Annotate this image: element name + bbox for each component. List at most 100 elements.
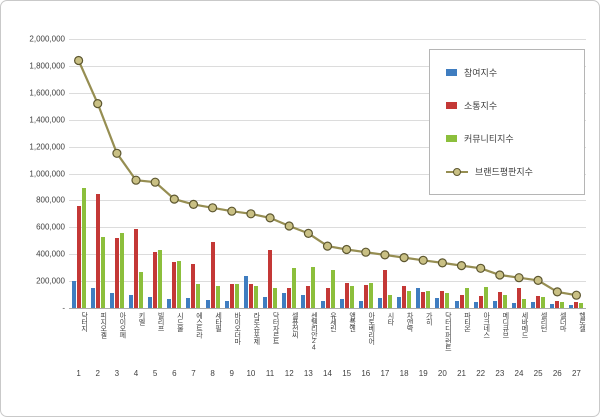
bar-community [368, 283, 373, 308]
rank-label: 4 [133, 369, 139, 378]
bar-participation [550, 303, 555, 308]
bar-communication [536, 295, 541, 308]
bar-participation [109, 293, 114, 308]
category-label: 아이오페 [118, 312, 126, 338]
category-label: 헬로셀 [578, 312, 586, 332]
reputation-marker [150, 177, 160, 187]
rank-label: 26 [552, 369, 562, 378]
category-label: 셀퓨전씨 [291, 312, 299, 338]
bar-community [579, 303, 584, 308]
bar-communication [325, 287, 330, 308]
bar-community [196, 283, 201, 308]
bar-community [311, 266, 316, 308]
bar-communication [440, 291, 445, 308]
reputation-marker [227, 206, 237, 216]
category-label: 아크네스 [482, 312, 490, 338]
rank-label: 6 [172, 369, 177, 378]
reputation-marker [456, 261, 467, 271]
y-tick-label: - [62, 303, 65, 313]
rank-label: 12 [284, 369, 294, 378]
bar-community [349, 285, 354, 308]
category-label: 셀더마 [559, 312, 567, 332]
reputation-marker [437, 258, 447, 268]
bar-communication [421, 291, 426, 308]
line-marker-swatch-icon [446, 167, 468, 176]
bar-participation [416, 288, 421, 308]
bar-participation [377, 297, 382, 308]
rank-label: 23 [495, 369, 505, 378]
bar-community [387, 295, 392, 308]
rank-label: 15 [342, 369, 352, 378]
bar-participation [397, 296, 402, 308]
bar-participation [71, 281, 76, 308]
reputation-marker [552, 287, 562, 297]
bar-participation [454, 300, 459, 308]
category-label: 시타 [386, 312, 394, 325]
rank-label: 9 [229, 369, 234, 378]
bar-community [139, 272, 144, 308]
category-label: 차앤박 [406, 312, 414, 332]
reputation-marker [131, 175, 141, 185]
bar-community [253, 286, 258, 308]
bar-communication [516, 287, 521, 308]
bar-community [407, 290, 412, 308]
bar-community [177, 260, 182, 308]
participation-swatch-icon [446, 69, 457, 76]
reputation-marker [246, 209, 256, 219]
y-tick-label: 1,600,000 [29, 88, 65, 98]
gridline [69, 281, 586, 283]
gridline [69, 200, 586, 202]
community-swatch-icon [446, 135, 457, 142]
reputation-marker [188, 199, 199, 209]
gridline [69, 254, 586, 256]
legend-item: 소통지수 [446, 99, 580, 112]
legend-label: 브랜드평판지수 [475, 167, 533, 177]
rank-label: 8 [210, 369, 215, 378]
category-label: 세타필 [214, 312, 222, 332]
bar-community [521, 299, 526, 308]
category-label: 아토베리어 [367, 312, 375, 345]
bar-communication [363, 285, 368, 308]
category-label: 닥터자르트 [272, 312, 280, 345]
rank-label: 10 [246, 369, 256, 378]
reputation-marker [571, 290, 582, 300]
bar-community [445, 293, 450, 308]
bar-participation [224, 300, 229, 308]
y-tick-label: 400,000 [36, 249, 65, 259]
rank-label: 11 [265, 369, 275, 378]
bar-community [483, 287, 488, 308]
reputation-marker [284, 221, 294, 231]
reputation-marker [342, 244, 352, 255]
bar-community [273, 287, 278, 308]
bar-community [560, 301, 565, 308]
communication-swatch-icon [446, 102, 457, 109]
rank-label: 2 [95, 369, 100, 378]
reputation-marker [476, 263, 486, 273]
rank-label: 25 [533, 369, 543, 378]
reputation-marker [265, 213, 275, 223]
bar-communication [114, 238, 119, 308]
rank-label: 20 [437, 369, 447, 378]
bar-participation [473, 301, 478, 308]
bar-community [158, 250, 163, 308]
y-tick-label: 2,000,000 [29, 34, 65, 44]
category-label: 빌리프 [157, 312, 165, 332]
rank-label: 16 [361, 369, 371, 378]
gridline [69, 227, 586, 229]
reputation-marker [73, 55, 84, 66]
category-label: 닥터지 [80, 312, 88, 332]
bar-community [426, 291, 431, 308]
rank-label: 19 [418, 369, 428, 378]
category-label: 키엘 [138, 312, 146, 325]
rank-label: 7 [191, 369, 196, 378]
category-label: 앰플엔 [348, 312, 356, 332]
legend-label: 커뮤니티지수 [464, 134, 514, 144]
bar-communication [153, 251, 158, 308]
bar-participation [358, 300, 363, 308]
category-label: 센텔리안24 [310, 312, 318, 351]
y-tick-label: 1,800,000 [29, 61, 65, 71]
rank-label: 27 [571, 369, 581, 378]
bar-participation [339, 299, 344, 308]
reputation-marker [169, 194, 179, 204]
